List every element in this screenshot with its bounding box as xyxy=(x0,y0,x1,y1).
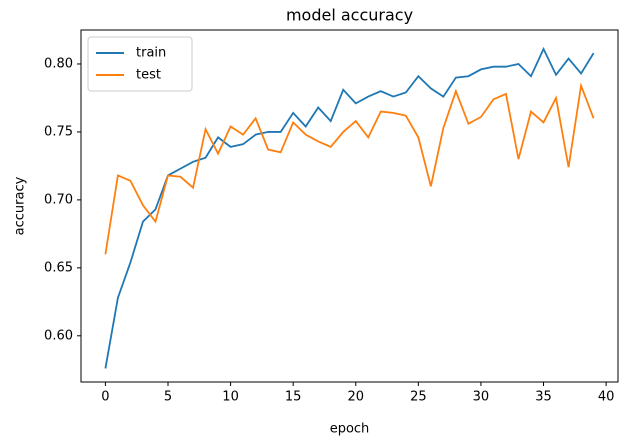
x-axis-label: epoch xyxy=(330,422,370,437)
data-line xyxy=(104,82,595,255)
x-tick-label: 5 xyxy=(164,390,172,405)
axes-frame xyxy=(80,29,619,383)
x-tick-label: 20 xyxy=(347,390,364,405)
y-tick-label: 0.70 xyxy=(44,192,73,207)
x-tick-label: 30 xyxy=(473,390,490,405)
y-tick-label: 0.65 xyxy=(44,260,73,275)
x-tick-label: 10 xyxy=(222,390,239,405)
legend-box xyxy=(87,36,193,92)
y-tick-label: 0.75 xyxy=(44,124,73,139)
x-tick-label: 15 xyxy=(285,390,302,405)
data-line xyxy=(104,46,595,369)
legend-label: train xyxy=(136,46,166,61)
x-tick-label: 25 xyxy=(410,390,427,405)
chart-title: model accuracy xyxy=(286,6,413,25)
x-tick-label: 0 xyxy=(101,390,109,405)
y-tick-label: 0.80 xyxy=(44,56,73,71)
legend-label: test xyxy=(136,68,161,83)
y-tick-label: 0.60 xyxy=(44,328,73,343)
y-axis-label: accuracy xyxy=(13,176,28,235)
x-tick-label: 35 xyxy=(535,390,552,405)
x-tick-label: 40 xyxy=(598,390,615,405)
